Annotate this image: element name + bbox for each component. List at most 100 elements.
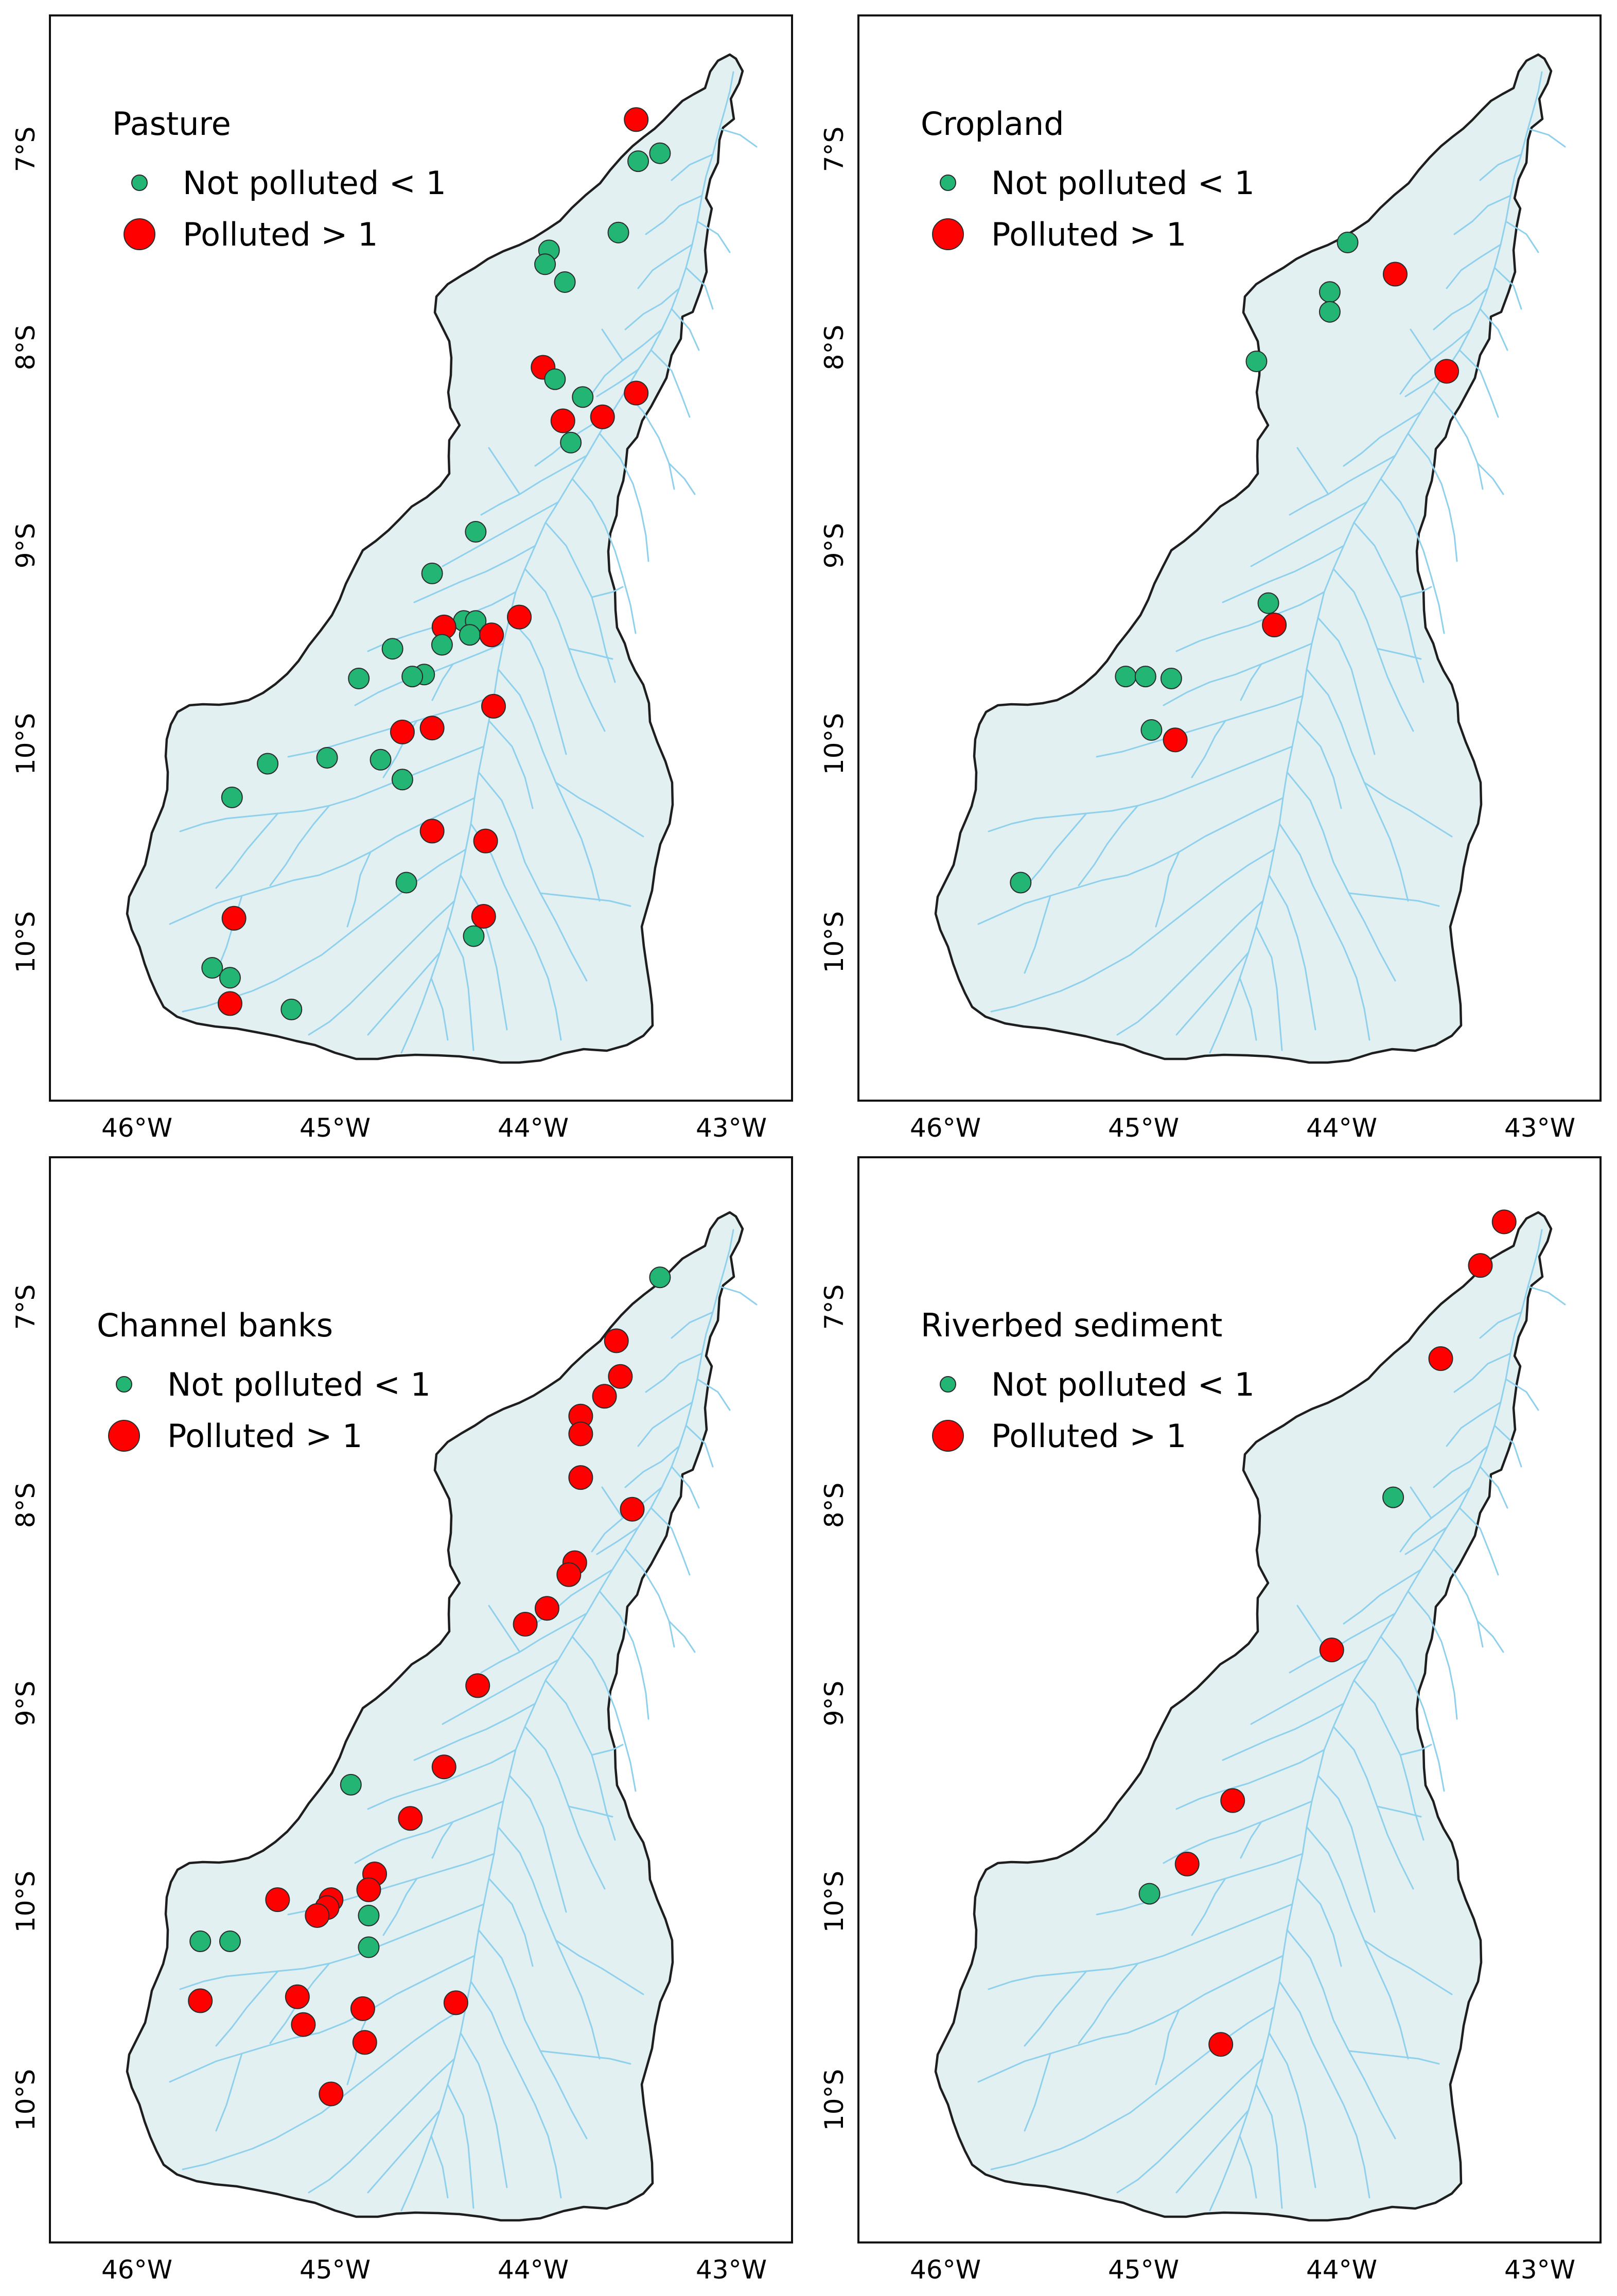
not-polluted-site-marker xyxy=(358,1904,380,1926)
polluted-site-marker xyxy=(1208,2032,1234,2057)
polluted-site-marker xyxy=(534,1596,559,1621)
longitude-tick-label: 45°W xyxy=(300,1113,371,1143)
longitude-tick-label: 45°W xyxy=(1108,1113,1179,1143)
latitude-tick-label: 7°S xyxy=(11,127,41,172)
not-polluted-site-marker xyxy=(221,786,243,808)
not-polluted-site-marker xyxy=(316,746,338,769)
legend: Channel banks Not polluted < 1 Polluted > … xyxy=(97,1307,431,1455)
not-polluted-site-marker xyxy=(1319,281,1341,303)
legend: Pasture Not polluted < 1 Polluted > 1 xyxy=(112,105,446,253)
polluted-site-marker xyxy=(217,991,242,1016)
not-polluted-site-marker xyxy=(257,753,279,775)
polluted-site-marker xyxy=(568,1421,593,1447)
not-polluted-site-marker xyxy=(201,957,223,979)
legend-polluted-symbol xyxy=(124,218,155,250)
latitude-tick-label: 8°S xyxy=(11,325,41,371)
polluted-site-marker xyxy=(1491,1209,1517,1234)
legend-polluted-label: Polluted > 1 xyxy=(991,216,1186,253)
polluted-site-marker xyxy=(471,903,496,929)
map-panels: 46°W 45°W 44°W 43°W 7°S 8°S 9°S 10°S 10°S Pasture… xyxy=(11,14,1602,2285)
legend-polluted-symbol xyxy=(932,218,964,250)
not-polluted-site-marker xyxy=(649,142,671,164)
not-polluted-site-marker xyxy=(401,666,424,688)
latitude-tick-label: 10°S xyxy=(819,2069,849,2131)
not-polluted-site-marker xyxy=(1134,666,1156,688)
not-polluted-site-marker xyxy=(554,271,576,293)
polluted-site-marker xyxy=(419,819,445,844)
latitude-tick-label: 7°S xyxy=(819,127,849,172)
not-polluted-site-marker xyxy=(1138,1883,1161,1905)
legend-polluted-label: Polluted > 1 xyxy=(183,216,378,253)
not-polluted-site-marker xyxy=(607,221,629,243)
legend-not-polluted-label: Not polluted < 1 xyxy=(183,164,446,202)
polluted-site-marker xyxy=(473,828,498,854)
map-panel-riverbed-sediment: 46°W 45°W 44°W 43°W 7°S 8°S 9°S 10°S 10°S Riverbe… xyxy=(819,1156,1602,2285)
not-polluted-site-marker xyxy=(348,667,370,689)
not-polluted-site-marker xyxy=(1140,719,1163,741)
polluted-site-marker xyxy=(624,107,649,132)
not-polluted-site-marker xyxy=(1245,350,1268,372)
latitude-tick-label: 8°S xyxy=(11,1483,41,1528)
longitude-tick-label: 46°W xyxy=(101,2255,172,2285)
legend-not-polluted-label: Not polluted < 1 xyxy=(991,164,1255,202)
latitude-tick-label: 10°S xyxy=(819,1871,849,1933)
longitude-tick-label: 44°W xyxy=(498,2255,569,2285)
latitude-tick-label: 7°S xyxy=(11,1284,41,1330)
polluted-site-marker xyxy=(319,2081,344,2107)
polluted-site-marker xyxy=(1163,727,1188,753)
latitude-tick-label: 10°S xyxy=(11,713,41,775)
polluted-site-marker xyxy=(608,1364,633,1389)
latitude-tick-label: 10°S xyxy=(819,713,849,775)
latitude-tick-label: 8°S xyxy=(819,325,849,371)
legend-title: Cropland xyxy=(921,105,1064,143)
polluted-site-marker xyxy=(513,1612,538,1637)
polluted-site-marker xyxy=(188,1988,213,2013)
latitude-tick-label: 9°S xyxy=(819,523,849,569)
not-polluted-site-marker xyxy=(465,521,487,543)
latitude-tick-label: 10°S xyxy=(11,911,41,973)
not-polluted-site-marker xyxy=(189,1930,212,1952)
sampling-sites xyxy=(201,107,671,1020)
not-polluted-site-marker xyxy=(370,749,392,771)
sampling-sites xyxy=(1138,1209,1517,2057)
legend-not-polluted-symbol xyxy=(116,1376,132,1393)
latitude-tick-label: 9°S xyxy=(11,1681,41,1727)
polluted-site-marker xyxy=(221,906,247,931)
not-polluted-site-marker xyxy=(627,150,649,172)
polluted-site-marker xyxy=(556,1562,582,1587)
polluted-site-marker xyxy=(481,693,506,719)
polluted-site-marker xyxy=(465,1673,490,1698)
not-polluted-site-marker xyxy=(280,998,303,1020)
legend-not-polluted-symbol xyxy=(940,1376,956,1393)
not-polluted-site-marker xyxy=(1382,1486,1404,1508)
polluted-site-marker xyxy=(356,1877,381,1902)
latitude-tick-label: 10°S xyxy=(11,2069,41,2131)
not-polluted-site-marker xyxy=(1257,592,1279,614)
polluted-site-marker xyxy=(624,380,649,406)
polluted-site-marker xyxy=(431,1754,456,1780)
legend-polluted-symbol xyxy=(932,1420,964,1452)
polluted-site-marker xyxy=(1428,1346,1453,1371)
not-polluted-site-marker xyxy=(219,967,241,989)
legend-title: Riverbed sediment xyxy=(921,1307,1222,1344)
longitude-tick-label: 43°W xyxy=(1504,1113,1575,1143)
not-polluted-site-marker xyxy=(358,1936,380,1958)
not-polluted-site-marker xyxy=(395,872,417,894)
longitude-tick-label: 43°W xyxy=(1504,2255,1575,2285)
legend-title: Pasture xyxy=(112,105,231,143)
polluted-site-marker xyxy=(507,604,532,630)
polluted-site-marker xyxy=(352,2030,377,2055)
legend-title: Channel banks xyxy=(97,1307,333,1344)
longitude-tick-label: 46°W xyxy=(910,1113,981,1143)
polluted-site-marker xyxy=(1382,262,1408,287)
not-polluted-site-marker xyxy=(463,925,485,947)
polluted-site-marker xyxy=(550,408,575,433)
legend: Riverbed sediment Not polluted < 1 Pollute… xyxy=(921,1307,1255,1455)
polluted-site-marker xyxy=(592,1384,617,1409)
not-polluted-site-marker xyxy=(572,386,594,408)
polluted-site-marker xyxy=(1262,613,1287,637)
polluted-site-marker xyxy=(620,1497,645,1522)
map-panel-cropland: 46°W 45°W 44°W 43°W 7°S 8°S 9°S 10°S 10°S Croplan… xyxy=(819,14,1602,1143)
legend-not-polluted-label: Not polluted < 1 xyxy=(991,1366,1255,1403)
